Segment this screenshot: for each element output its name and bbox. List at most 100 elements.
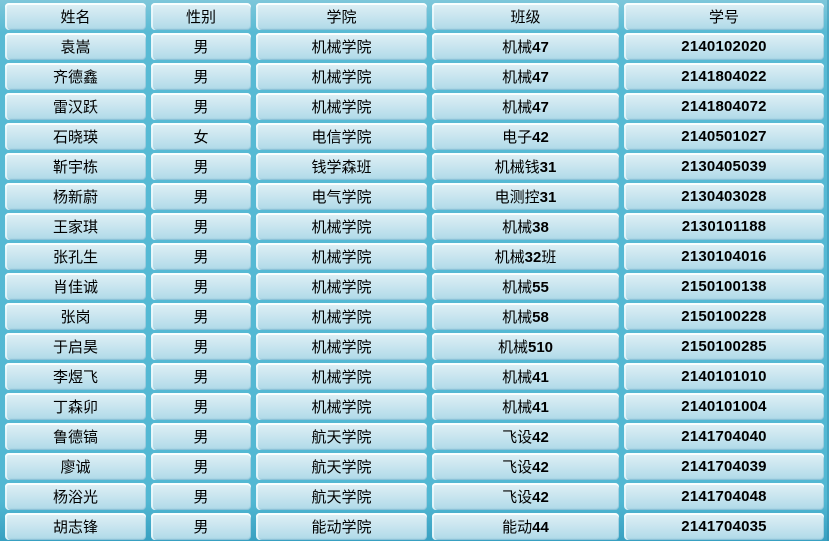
student-id-cell[interactable]: 2130104016 — [624, 243, 824, 270]
name-cell[interactable]: 张岗 — [5, 303, 146, 330]
name-cell[interactable]: 张孔生 — [5, 243, 146, 270]
class-cell[interactable]: 机械41 — [432, 363, 619, 390]
gender-cell[interactable]: 男 — [151, 483, 251, 510]
student-id-cell[interactable]: 2150100228 — [624, 303, 824, 330]
class-cell[interactable]: 能动44 — [432, 513, 619, 540]
student-id-cell[interactable]: 2141704035 — [624, 513, 824, 540]
class-cell[interactable]: 机械510 — [432, 333, 619, 360]
college-cell[interactable]: 机械学院 — [256, 273, 427, 300]
college-cell[interactable]: 航天学院 — [256, 483, 427, 510]
college-cell[interactable]: 机械学院 — [256, 333, 427, 360]
name-cell[interactable]: 李煜飞 — [5, 363, 146, 390]
college-cell[interactable]: 机械学院 — [256, 93, 427, 120]
name-cell[interactable]: 靳宇栋 — [5, 153, 146, 180]
column-header-name[interactable]: 姓名 — [5, 3, 146, 30]
gender-cell[interactable]: 男 — [151, 153, 251, 180]
class-prefix: 机械 — [497, 339, 528, 356]
name-cell[interactable]: 袁嵩 — [5, 33, 146, 60]
class-cell[interactable]: 机械41 — [432, 393, 619, 420]
name-cell[interactable]: 杨新蔚 — [5, 183, 146, 210]
gender-cell[interactable]: 男 — [151, 93, 251, 120]
name-cell[interactable]: 雷汉跃 — [5, 93, 146, 120]
gender-cell[interactable]: 男 — [151, 243, 251, 270]
class-number: 58 — [532, 309, 549, 326]
student-id-cell[interactable]: 2141704039 — [624, 453, 824, 480]
name-cell[interactable]: 于启昊 — [5, 333, 146, 360]
student-id-cell[interactable]: 2140101004 — [624, 393, 824, 420]
name-cell[interactable]: 肖佳诚 — [5, 273, 146, 300]
column-header-class[interactable]: 班级 — [432, 3, 619, 30]
student-id-cell[interactable]: 2140102020 — [624, 33, 824, 60]
class-cell[interactable]: 飞设42 — [432, 453, 619, 480]
column-header-gender[interactable]: 性别 — [151, 3, 251, 30]
class-cell[interactable]: 机械47 — [432, 33, 619, 60]
gender-cell[interactable]: 女 — [151, 123, 251, 150]
college-cell[interactable]: 电信学院 — [256, 123, 427, 150]
class-cell[interactable]: 机械38 — [432, 213, 619, 240]
class-number: 42 — [532, 489, 549, 506]
class-number: 47 — [532, 69, 549, 86]
college-cell[interactable]: 机械学院 — [256, 33, 427, 60]
class-cell[interactable]: 机械钱31 — [432, 153, 619, 180]
class-cell[interactable]: 机械55 — [432, 273, 619, 300]
name-cell[interactable]: 石晓瑛 — [5, 123, 146, 150]
column-header-student-id[interactable]: 学号 — [624, 3, 824, 30]
student-id-cell[interactable]: 2150100285 — [624, 333, 824, 360]
name-cell[interactable]: 杨浴光 — [5, 483, 146, 510]
college-cell[interactable]: 机械学院 — [256, 213, 427, 240]
class-cell[interactable]: 飞设42 — [432, 423, 619, 450]
student-id-cell[interactable]: 2141804022 — [624, 63, 824, 90]
class-prefix: 机械 — [502, 309, 533, 326]
name-cell[interactable]: 廖诚 — [5, 453, 146, 480]
gender-cell[interactable]: 男 — [151, 33, 251, 60]
college-cell[interactable]: 机械学院 — [256, 363, 427, 390]
college-cell[interactable]: 机械学院 — [256, 63, 427, 90]
gender-cell[interactable]: 男 — [151, 63, 251, 90]
gender-cell[interactable]: 男 — [151, 393, 251, 420]
college-cell[interactable]: 能动学院 — [256, 513, 427, 540]
class-suffix: 班 — [541, 249, 557, 266]
gender-cell[interactable]: 男 — [151, 513, 251, 540]
student-id-cell[interactable]: 2141804072 — [624, 93, 824, 120]
gender-cell[interactable]: 男 — [151, 333, 251, 360]
class-cell[interactable]: 机械58 — [432, 303, 619, 330]
name-cell[interactable]: 鲁德镐 — [5, 423, 146, 450]
name-cell[interactable]: 丁森卯 — [5, 393, 146, 420]
column-header-college[interactable]: 学院 — [256, 3, 427, 30]
name-cell[interactable]: 王家琪 — [5, 213, 146, 240]
student-id-cell[interactable]: 2141704040 — [624, 423, 824, 450]
header-row: 姓名 性别 学院 班级 学号 — [5, 3, 824, 30]
gender-cell[interactable]: 男 — [151, 273, 251, 300]
student-id-cell[interactable]: 2150100138 — [624, 273, 824, 300]
gender-cell[interactable]: 男 — [151, 303, 251, 330]
class-cell[interactable]: 飞设42 — [432, 483, 619, 510]
student-id-cell[interactable]: 2130403028 — [624, 183, 824, 210]
gender-cell[interactable]: 男 — [151, 183, 251, 210]
college-cell[interactable]: 机械学院 — [256, 243, 427, 270]
student-id-cell[interactable]: 2140501027 — [624, 123, 824, 150]
class-cell[interactable]: 电子42 — [432, 123, 619, 150]
gender-cell[interactable]: 男 — [151, 363, 251, 390]
college-cell[interactable]: 航天学院 — [256, 423, 427, 450]
class-number: 31 — [539, 159, 557, 176]
college-cell[interactable]: 钱学森班 — [256, 153, 427, 180]
student-id-cell[interactable]: 2140101010 — [624, 363, 824, 390]
gender-cell[interactable]: 男 — [151, 453, 251, 480]
name-cell[interactable]: 齐德鑫 — [5, 63, 146, 90]
class-number: 44 — [532, 519, 549, 536]
college-cell[interactable]: 航天学院 — [256, 453, 427, 480]
student-id-cell[interactable]: 2130405039 — [624, 153, 824, 180]
college-cell[interactable]: 机械学院 — [256, 303, 427, 330]
class-cell[interactable]: 机械47 — [432, 93, 619, 120]
student-id-cell[interactable]: 2141704048 — [624, 483, 824, 510]
class-cell[interactable]: 机械47 — [432, 63, 619, 90]
college-cell[interactable]: 机械学院 — [256, 393, 427, 420]
college-cell[interactable]: 电气学院 — [256, 183, 427, 210]
class-cell[interactable]: 电测控31 — [432, 183, 619, 210]
name-cell[interactable]: 胡志锋 — [5, 513, 146, 540]
table-row: 丁森卯男机械学院 机械41 2140101004 — [5, 393, 824, 420]
gender-cell[interactable]: 男 — [151, 423, 251, 450]
student-id-cell[interactable]: 2130101188 — [624, 213, 824, 240]
gender-cell[interactable]: 男 — [151, 213, 251, 240]
class-cell[interactable]: 机械32班 — [432, 243, 619, 270]
